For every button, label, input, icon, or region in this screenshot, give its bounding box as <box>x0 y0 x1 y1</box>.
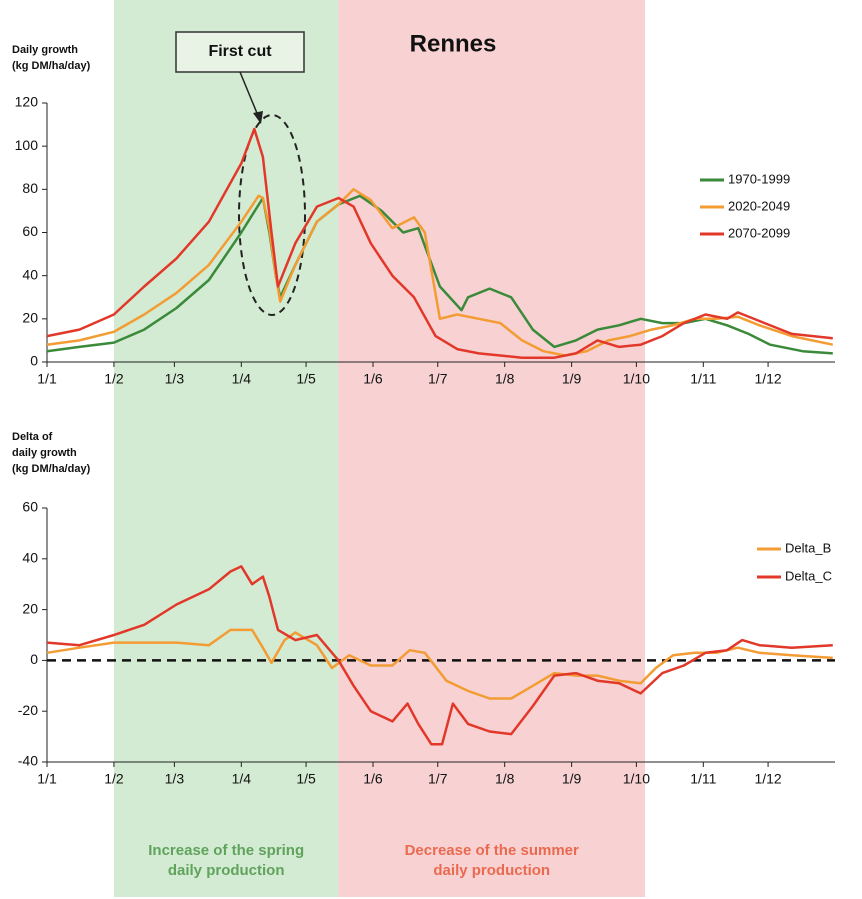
x-tick-label: 1/4 <box>232 771 252 787</box>
chart-title: Rennes <box>410 30 497 57</box>
x-tick-label: 1/5 <box>296 371 316 387</box>
x-tick-label: 1/5 <box>296 771 316 787</box>
x-tick-label: 1/6 <box>363 371 383 387</box>
annotation-box <box>175 31 305 73</box>
legend-label: 2070-2099 <box>728 225 790 240</box>
region-label: Decrease of the summer <box>405 842 579 859</box>
annotation-arrow <box>239 71 260 119</box>
y-tick-label: 120 <box>15 94 39 110</box>
x-tick-label: 1/3 <box>165 771 185 787</box>
x-tick-label: 1/12 <box>754 771 781 787</box>
x-tick-label: 1/6 <box>363 771 383 787</box>
x-tick-label: 1/2 <box>104 771 124 787</box>
y-tick-label: 20 <box>22 310 38 326</box>
y-tick-label: 40 <box>22 266 38 282</box>
x-tick-label: 1/7 <box>428 771 448 787</box>
x-tick-label: 1/1 <box>37 771 57 787</box>
y-axis-label: (kg DM/ha/day) <box>12 60 91 72</box>
bands: Increase of the spring daily production De… <box>113 0 646 897</box>
legend-label: 1970-1999 <box>728 171 790 186</box>
region-label: Increase of the spring <box>148 842 304 859</box>
y-tick-label: 0 <box>30 651 38 667</box>
arrow-head <box>253 111 263 124</box>
y-tick-label: 60 <box>22 223 38 239</box>
data-line <box>46 628 833 700</box>
x-tick-label: 1/10 <box>623 771 650 787</box>
x-tick-label: 1/9 <box>562 771 582 787</box>
y-axis-label: daily growth <box>12 447 77 459</box>
y-axis-label: (kg DM/ha/day) <box>12 463 91 475</box>
x-tick-label: 1/10 <box>623 371 650 387</box>
y-tick-label: 0 <box>30 353 38 369</box>
x-tick-label: 1/8 <box>495 771 515 787</box>
data-line <box>46 565 833 746</box>
x-tick-label: 1/8 <box>495 371 515 387</box>
annotation: First cut <box>208 43 272 60</box>
x-tick-label: 1/4 <box>232 371 252 387</box>
x-tick-label: 1/7 <box>428 371 448 387</box>
y-tick-label: -20 <box>18 702 38 718</box>
legend-label: 2020-2049 <box>728 198 790 213</box>
x-tick-label: 1/11 <box>690 771 716 787</box>
data-line <box>46 127 833 359</box>
y-tick-label: 20 <box>22 600 38 616</box>
y-tick-label: 40 <box>22 550 38 566</box>
highlight-ellipse <box>238 114 306 316</box>
region-label: daily production <box>168 862 285 879</box>
x-tick-label: 1/12 <box>754 371 781 387</box>
legend-label: Delta_C <box>785 568 832 583</box>
y-tick-label: 100 <box>15 137 39 153</box>
x-tick-label: 1/9 <box>562 371 582 387</box>
plots: 0 20 40 60 80 100 120 1/1 1/2 1/3 1/4 1/5 1/6 1/7 1/8 1… <box>12 44 835 787</box>
shaded-region <box>338 0 646 897</box>
x-tick-label: 1/2 <box>104 371 124 387</box>
y-tick-label: 60 <box>22 499 38 515</box>
x-tick-label: 1/1 <box>37 371 57 387</box>
shaded-region <box>113 0 339 897</box>
x-tick-label: 1/3 <box>165 371 185 387</box>
x-tick-label: 1/11 <box>690 371 716 387</box>
data-line <box>46 188 834 357</box>
region-label: daily production <box>433 862 550 879</box>
y-tick-label: 80 <box>22 180 38 196</box>
y-axis-label: Delta of <box>12 431 53 443</box>
legend-label: Delta_B <box>785 540 831 555</box>
y-tick-label: -40 <box>18 753 38 769</box>
y-axis-label: Daily growth <box>12 44 78 56</box>
